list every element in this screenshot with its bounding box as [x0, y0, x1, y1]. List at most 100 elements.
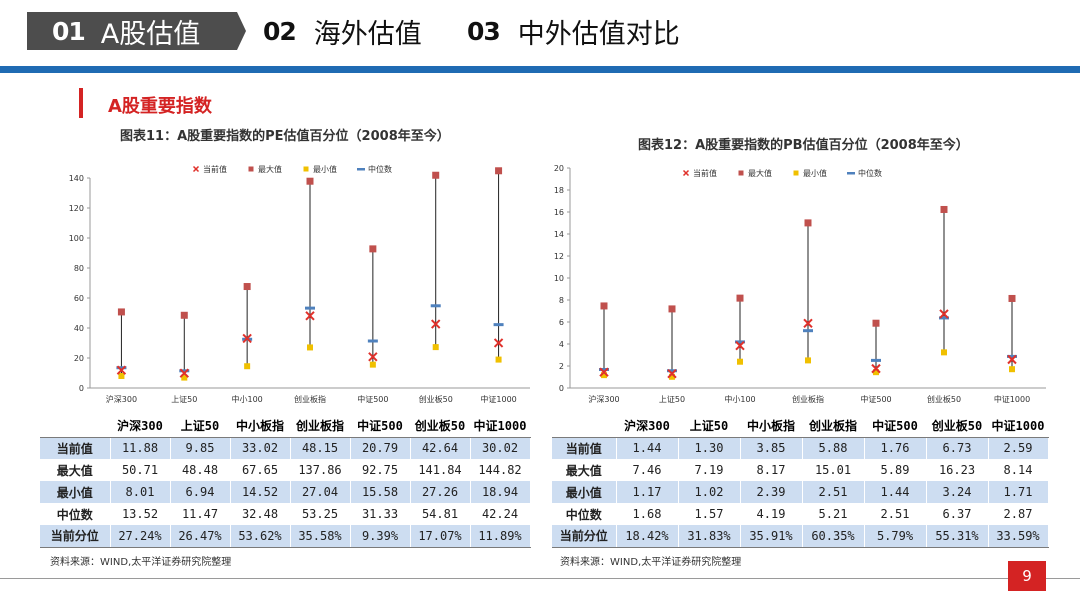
pb-current-marker — [667, 368, 677, 379]
nav-active-tab-background — [27, 12, 246, 50]
pe-current-marker — [493, 338, 504, 348]
pb-current-marker — [599, 367, 609, 377]
table-cell: 32.48 — [230, 503, 291, 525]
table-cell: 11.89% — [470, 525, 531, 548]
table-row: 当前值 1.44 1.30 3.85 5.88 1.76 6.73 2.59 — [552, 437, 1049, 459]
table-cell: 5.21 — [802, 503, 865, 525]
table-row: 最小值 1.17 1.02 2.39 2.51 1.44 3.24 1.71 — [552, 481, 1049, 503]
column-header: 创业板指 — [290, 415, 350, 438]
table-cell: 1.44 — [864, 481, 927, 503]
table-cell: 27.26 — [410, 481, 471, 503]
current-cross-stroke — [735, 340, 745, 351]
table-row: 最小值 8.01 6.94 14.52 27.04 15.58 27.26 18… — [40, 481, 531, 503]
table-cell: 31.33 — [350, 503, 411, 525]
table-header-row: 沪深300 上证50 中小板指 创业板指 中证500 创业板50 中证1000 — [552, 415, 1048, 438]
pb-min-marker — [805, 357, 811, 364]
pb-chart-title: 图表12：A股重要指数的PB估值百分位（2008年至今） — [638, 138, 969, 153]
table-row: 最大值 50.71 48.48 67.65 137.86 92.75 141.8… — [40, 459, 531, 481]
table-corner — [40, 415, 110, 438]
row-header: 最大值 — [40, 459, 111, 481]
pe-x-tick-label: 中证500 — [357, 394, 388, 404]
current-cross-stroke — [1007, 354, 1017, 365]
top-navigation: 01 A股估值 02 海外估值 03 中外估值对比 — [0, 0, 1080, 66]
pe-max-marker — [495, 167, 503, 175]
pb-y-tick-label: 18 — [554, 186, 564, 195]
row-header: 当前值 — [552, 437, 617, 459]
pb-median-marker — [599, 368, 609, 372]
table-cell: 48.48 — [170, 459, 231, 481]
column-header: 中小板指 — [740, 415, 802, 438]
table-cell: 67.65 — [230, 459, 291, 481]
pb-source-note: 资料来源：WIND,太平洋证券研究院整理 — [560, 557, 742, 568]
legend-label: 中位数 — [858, 168, 882, 178]
column-header: 中小板指 — [230, 415, 290, 438]
current-cross-stroke — [179, 368, 189, 378]
pb-max-marker — [1008, 294, 1016, 302]
table-cell: 31.83% — [678, 525, 741, 548]
row-header: 中位数 — [40, 503, 111, 525]
pe-current-marker — [368, 352, 378, 362]
legend-max-symbol — [248, 166, 254, 172]
column-header: 中证500 — [864, 415, 926, 438]
table-cell: 18.94 — [470, 481, 531, 503]
pe-y-tick-label: 140 — [69, 174, 84, 183]
table-cell: 53.62% — [230, 525, 291, 548]
column-header: 创业板指 — [802, 415, 864, 438]
row-header: 中位数 — [552, 503, 617, 525]
pe-x-tick-label: 沪深300 — [106, 394, 137, 404]
table-cell: 6.73 — [926, 437, 989, 459]
table-cell: 17.07% — [410, 525, 471, 548]
pe-min-marker — [307, 344, 313, 351]
table-cell: 1.17 — [616, 481, 679, 503]
pb-legend: 当前值 最大值 最小值 中位数 — [682, 168, 882, 178]
nav-tab-overseas-valuation[interactable]: 02 海外估值 — [263, 14, 422, 50]
table-cell: 20.79 — [350, 437, 411, 459]
table-cell: 1.44 — [616, 437, 679, 459]
table-cell: 4.19 — [740, 503, 803, 525]
section-accent-bar — [79, 88, 83, 118]
table-cell: 144.82 — [470, 459, 531, 481]
legend-label: 当前值 — [203, 164, 227, 174]
pe-min-marker — [495, 356, 502, 363]
table-row: 中位数 1.68 1.57 4.19 5.21 2.51 6.37 2.87 — [552, 503, 1049, 525]
table-cell: 50.71 — [110, 459, 171, 481]
current-cross-stroke — [431, 319, 441, 329]
table-row: 当前值 11.88 9.85 33.02 48.15 20.79 42.64 3… — [40, 437, 531, 459]
table-cell: 11.88 — [110, 437, 171, 459]
table-cell: 8.01 — [110, 481, 171, 503]
table-cell: 1.68 — [616, 503, 679, 525]
table-cell: 26.47% — [170, 525, 231, 548]
legend-label: 中位数 — [368, 164, 392, 174]
row-header: 最小值 — [40, 481, 111, 503]
pb-median-marker — [735, 340, 745, 344]
pb-median-marker — [939, 316, 949, 320]
table-cell: 2.87 — [988, 503, 1049, 525]
pe-min-marker — [181, 374, 188, 381]
table-cell: 1.30 — [678, 437, 741, 459]
pe-x-tick-label: 中证1000 — [480, 394, 516, 404]
legend-label: 最小值 — [313, 164, 337, 174]
footer-divider — [0, 578, 1080, 579]
table-cell: 2.59 — [988, 437, 1049, 459]
table-cell: 2.39 — [740, 481, 803, 503]
current-cross-stroke — [871, 363, 881, 374]
pb-max-marker — [940, 205, 948, 213]
pb-median-marker — [1007, 354, 1017, 358]
pb-y-tick-label: 4 — [559, 340, 564, 349]
table-cell: 6.37 — [926, 503, 989, 525]
pe-current-marker — [305, 311, 315, 321]
current-cross-stroke — [242, 333, 252, 344]
page-number: 9 — [1008, 561, 1046, 591]
pb-x-tick-label: 创业板50 — [927, 394, 961, 404]
nav-tab-label: 海外估值 — [313, 18, 422, 50]
pe-x-tick-label: 中小100 — [232, 394, 263, 404]
nav-tab-a-share-valuation[interactable]: 01 A股估值 — [52, 14, 200, 50]
table-cell: 33.02 — [230, 437, 291, 459]
legend-max-symbol — [738, 170, 744, 176]
table-row: 当前分位 27.24% 26.47% 53.62% 35.58% 9.39% 1… — [40, 525, 531, 548]
current-cross-stroke — [803, 318, 813, 329]
pe-max-marker — [306, 177, 314, 185]
nav-tab-valuation-comparison[interactable]: 03 中外估值对比 — [467, 14, 680, 50]
pe-y-tick-label: 40 — [74, 324, 84, 333]
pb-max-marker — [804, 219, 812, 227]
